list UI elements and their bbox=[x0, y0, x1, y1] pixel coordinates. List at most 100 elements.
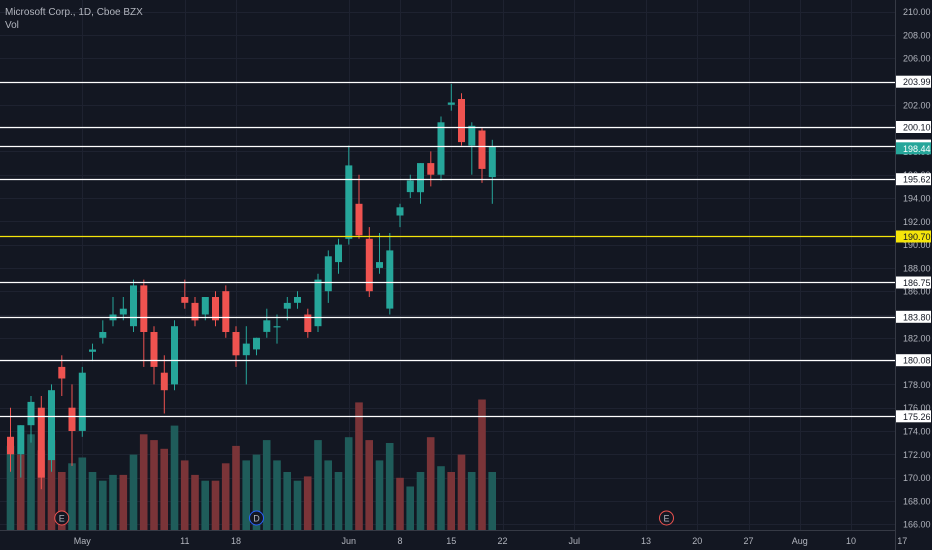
candle bbox=[48, 384, 55, 472]
candle-body bbox=[171, 326, 178, 385]
candle-body bbox=[386, 250, 394, 309]
volume-bar bbox=[150, 440, 158, 530]
candle bbox=[150, 326, 158, 385]
candle-body bbox=[27, 401, 35, 426]
price-tick-label: 166.00 bbox=[903, 520, 931, 530]
event-marker-circle bbox=[54, 510, 70, 526]
candle bbox=[191, 297, 199, 327]
event-marker-letter: E bbox=[663, 514, 669, 524]
price-tick-label: 188.00 bbox=[903, 263, 931, 273]
candle bbox=[304, 308, 312, 338]
candle-body bbox=[48, 390, 55, 461]
candle bbox=[365, 227, 373, 297]
level-tag bbox=[896, 173, 931, 186]
volume-label: Vol bbox=[5, 20, 19, 31]
candle bbox=[68, 384, 76, 466]
candle bbox=[130, 279, 137, 332]
price-axis-background bbox=[895, 0, 932, 550]
candle bbox=[119, 297, 127, 321]
level-tag bbox=[896, 354, 931, 367]
volume-bar bbox=[119, 474, 128, 530]
level-tag-label: 183.80 bbox=[903, 312, 931, 322]
volume-bar bbox=[293, 480, 302, 530]
candle-body bbox=[468, 125, 476, 146]
candle-body bbox=[222, 291, 230, 332]
candle-body bbox=[212, 297, 219, 321]
time-tick-label: 10 bbox=[846, 536, 856, 546]
time-tick-label: 18 bbox=[231, 536, 241, 546]
time-tick-label: 27 bbox=[743, 536, 753, 546]
price-tick-label: 178.00 bbox=[903, 380, 931, 390]
candle-body bbox=[242, 343, 250, 356]
volume-bar bbox=[488, 472, 496, 530]
volume-bar bbox=[211, 480, 220, 530]
last-price-label: 198.44 bbox=[903, 144, 931, 154]
volume-bar bbox=[109, 474, 117, 530]
candle bbox=[406, 174, 414, 198]
candle bbox=[253, 337, 260, 356]
candle bbox=[222, 285, 230, 338]
candle-body bbox=[478, 130, 486, 169]
candle bbox=[437, 116, 445, 181]
volume-bar bbox=[78, 457, 87, 530]
candle bbox=[160, 355, 168, 414]
volume-bar bbox=[221, 463, 230, 530]
candle-body bbox=[263, 320, 271, 332]
candle bbox=[242, 326, 250, 385]
time-tick-label: May bbox=[74, 536, 92, 546]
volume-bar bbox=[344, 437, 353, 530]
price-tick-label: 202.00 bbox=[903, 100, 931, 110]
candle bbox=[17, 425, 25, 478]
candle bbox=[488, 139, 496, 204]
volume-bar bbox=[303, 476, 312, 530]
candle-body bbox=[447, 102, 455, 105]
level-tag bbox=[896, 230, 931, 243]
candle bbox=[314, 273, 322, 332]
last-price-tag bbox=[896, 142, 931, 155]
level-tag-label: 203.99 bbox=[903, 77, 931, 87]
volume-bar bbox=[396, 477, 404, 530]
level-tag-label: 195.62 bbox=[903, 175, 931, 185]
candle bbox=[324, 250, 332, 303]
volume-bar bbox=[478, 399, 486, 530]
candle bbox=[58, 355, 66, 396]
event-marker-letter: E bbox=[59, 514, 65, 524]
level-tag bbox=[896, 310, 931, 323]
candle-body bbox=[130, 285, 137, 327]
candle-body bbox=[191, 302, 199, 321]
level-tag-label: 175.26 bbox=[903, 412, 931, 422]
time-tick-label: 11 bbox=[180, 536, 189, 546]
candle bbox=[458, 93, 465, 146]
candle-body bbox=[78, 372, 86, 431]
price-tick-label: 206.00 bbox=[903, 54, 931, 64]
candle-body bbox=[335, 244, 342, 263]
candle-body bbox=[437, 122, 445, 175]
candle-body bbox=[89, 349, 96, 352]
candle-body bbox=[304, 314, 312, 332]
volume-bar bbox=[406, 486, 414, 530]
candle bbox=[89, 343, 96, 362]
candle-body bbox=[273, 326, 281, 328]
price-tick-label: 172.00 bbox=[903, 450, 931, 460]
time-tick-label: Jun bbox=[342, 536, 357, 546]
candle bbox=[37, 396, 45, 490]
volume-bar bbox=[201, 480, 209, 530]
chart-legend: Microsoft Corp., 1D, Cboe BZX Vol bbox=[5, 6, 143, 32]
time-tick-label: 13 bbox=[641, 536, 651, 546]
candle-body bbox=[417, 163, 424, 193]
candle bbox=[447, 83, 455, 111]
level-tag-label: 180.08 bbox=[903, 356, 931, 366]
price-tick-label: 186.00 bbox=[903, 287, 931, 297]
candle bbox=[99, 320, 107, 344]
candle bbox=[427, 151, 435, 187]
candle-body bbox=[488, 146, 496, 178]
level-tag bbox=[896, 121, 931, 133]
time-tick-label: 17 bbox=[897, 536, 907, 546]
volume-bar bbox=[160, 448, 168, 530]
candle-body bbox=[396, 207, 404, 216]
candle-body bbox=[37, 407, 45, 478]
candle bbox=[171, 320, 178, 391]
candle-body bbox=[427, 163, 435, 175]
volume-bar bbox=[426, 437, 435, 530]
